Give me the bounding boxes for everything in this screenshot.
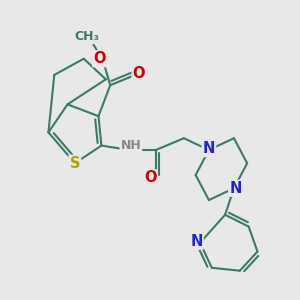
Text: N: N	[190, 234, 203, 249]
Text: O: O	[93, 51, 106, 66]
Text: N: N	[203, 141, 215, 156]
Text: NH: NH	[121, 139, 141, 152]
Text: O: O	[133, 66, 145, 81]
Text: N: N	[229, 181, 242, 196]
Text: O: O	[144, 170, 157, 185]
Text: CH₃: CH₃	[74, 30, 99, 43]
Text: S: S	[70, 156, 80, 171]
